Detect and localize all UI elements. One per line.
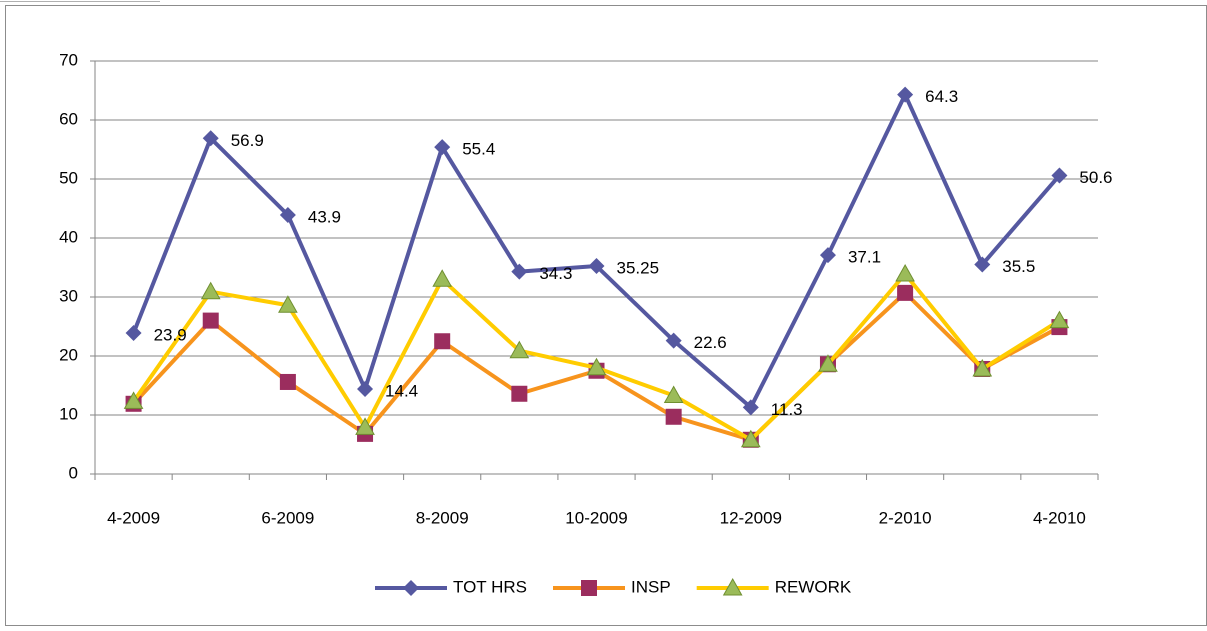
marker bbox=[279, 206, 296, 223]
marker bbox=[200, 281, 221, 300]
x-tick-label: 6-2009 bbox=[261, 508, 314, 527]
marker bbox=[588, 258, 605, 275]
y-tick-label: 70 bbox=[59, 50, 78, 69]
marker bbox=[897, 284, 914, 301]
marker bbox=[581, 580, 597, 596]
marker bbox=[742, 399, 759, 416]
marker bbox=[511, 263, 528, 280]
y-tick-label: 30 bbox=[59, 286, 78, 305]
marker bbox=[897, 86, 914, 103]
marker bbox=[740, 429, 761, 448]
x-tick-label: 8-2009 bbox=[416, 508, 469, 527]
y-tick-label: 10 bbox=[59, 404, 78, 423]
marker bbox=[895, 263, 915, 282]
legend-label: REWORK bbox=[775, 577, 852, 596]
marker bbox=[1051, 167, 1068, 184]
data-label: 43.9 bbox=[308, 207, 341, 226]
x-tick-label: 4-2009 bbox=[107, 508, 160, 527]
chart-border bbox=[5, 5, 1207, 626]
x-tick-label: 10-2009 bbox=[565, 508, 627, 527]
marker bbox=[123, 391, 144, 409]
y-tick-label: 0 bbox=[69, 463, 78, 482]
y-tick-label: 40 bbox=[59, 227, 78, 246]
marker bbox=[586, 357, 607, 376]
marker bbox=[818, 354, 838, 372]
y-tick-label: 20 bbox=[59, 345, 78, 364]
y-tick-label: 50 bbox=[59, 168, 78, 187]
marker bbox=[1049, 310, 1070, 329]
marker bbox=[278, 295, 298, 313]
marker bbox=[509, 340, 530, 359]
marker bbox=[665, 332, 682, 349]
marker bbox=[819, 247, 836, 264]
marker bbox=[357, 381, 374, 398]
marker bbox=[434, 139, 451, 156]
legend-label: TOT HRS bbox=[453, 577, 527, 596]
x-tick-label: 2-2010 bbox=[879, 508, 932, 527]
marker bbox=[355, 417, 375, 435]
data-label: 55.4 bbox=[462, 140, 495, 159]
marker bbox=[722, 577, 743, 596]
marker bbox=[279, 373, 296, 390]
marker bbox=[403, 580, 419, 596]
marker bbox=[511, 385, 528, 402]
data-label: 11.3 bbox=[771, 400, 803, 419]
marker bbox=[974, 256, 991, 273]
data-label: 56.9 bbox=[231, 131, 264, 150]
marker bbox=[434, 333, 451, 350]
y-tick-label: 60 bbox=[59, 109, 78, 128]
legend-label: INSP bbox=[631, 577, 671, 596]
x-tick-label: 12-2009 bbox=[720, 508, 782, 527]
data-label: 64.3 bbox=[925, 87, 958, 106]
marker bbox=[202, 130, 219, 147]
data-label: 14.4 bbox=[385, 382, 418, 401]
data-label: 50.6 bbox=[1079, 168, 1112, 187]
data-label: 22.6 bbox=[694, 333, 727, 352]
x-tick-label: 4-2010 bbox=[1033, 508, 1086, 527]
marker bbox=[972, 358, 993, 377]
data-label: 34.3 bbox=[539, 264, 572, 283]
marker bbox=[202, 312, 219, 329]
data-label: 37.1 bbox=[848, 248, 881, 267]
data-label: 23.9 bbox=[154, 325, 187, 344]
data-label: 35.25 bbox=[617, 259, 660, 278]
marker bbox=[432, 269, 453, 287]
marker bbox=[663, 385, 684, 404]
data-label: 35.5 bbox=[1002, 257, 1035, 276]
marker bbox=[665, 408, 682, 425]
marker bbox=[125, 324, 142, 341]
